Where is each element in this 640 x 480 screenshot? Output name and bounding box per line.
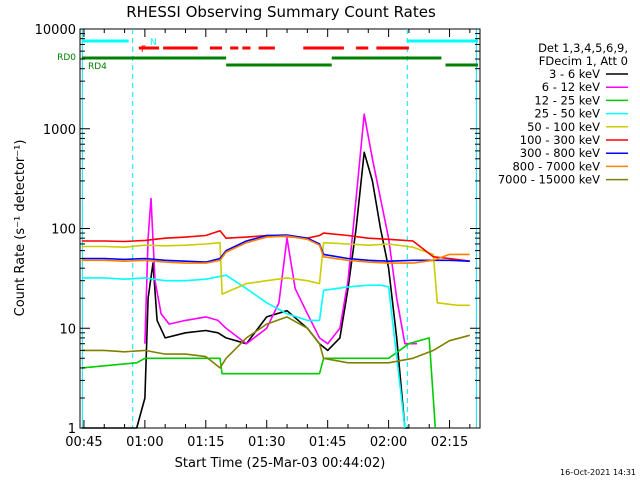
y-tick-label: 100: [51, 223, 76, 238]
series-line-7: [81, 235, 470, 264]
x-axis-label: Start Time (25-Mar-03 00:44:02): [175, 456, 386, 471]
legend-label-1: 6 - 12 keV: [542, 80, 600, 94]
x-tick-label: 01:45: [309, 435, 346, 450]
legend-label-0: 3 - 6 keV: [549, 67, 600, 81]
state-label-rd4: RD4: [88, 62, 107, 72]
series-line-2: [81, 337, 437, 429]
series-line-4: [81, 241, 470, 307]
state-label-n: N: [150, 38, 157, 48]
y-tick-label: 10000: [35, 23, 76, 38]
x-tick-label: 02:00: [370, 435, 407, 450]
series-line-1: [144, 113, 417, 345]
legend-header-line-2: FDecim 1, Att 0: [539, 54, 628, 68]
x-tick-label: 01:30: [248, 435, 285, 450]
legend-label-7: 800 - 7000 keV: [512, 159, 600, 173]
state-label-rd0: RD0: [57, 53, 76, 63]
legend-label-5: 100 - 300 keV: [520, 133, 600, 147]
legend-label-3: 25 - 50 keV: [534, 107, 600, 121]
legend-label-8: 7000 - 15000 keV: [498, 173, 600, 187]
legend-label-4: 50 - 100 keV: [527, 120, 600, 134]
state-bars: NF RD0 RD4: [57, 38, 478, 72]
state-label-f: F: [141, 45, 146, 55]
x-tick-label: 01:00: [126, 435, 163, 450]
legend: Det 1,3,4,5,6,9, FDecim 1, Att 0 3 - 6 k…: [498, 41, 628, 187]
y-axis-label: Count Rate (s⁻¹ detector⁻¹): [13, 140, 28, 317]
series-layer: [81, 113, 471, 429]
legend-header-line-1: Det 1,3,4,5,6,9,: [538, 41, 628, 55]
x-tick-label: 00:45: [65, 435, 102, 450]
x-tick-label: 01:15: [187, 435, 224, 450]
series-line-3: [81, 274, 406, 429]
chart-title: RHESSI Observing Summary Count Rates: [126, 3, 436, 21]
timestamp: 16-Oct-2021 14:31: [560, 468, 636, 477]
x-tick-label: 02:15: [431, 435, 468, 450]
y-tick-label: 1: [68, 422, 76, 437]
series-line-8: [81, 316, 471, 369]
legend-label-2: 12 - 25 keV: [534, 93, 600, 107]
y-tick-label: 1000: [43, 123, 76, 138]
y-axis-ticks: 1 10 100 1000 10000: [35, 23, 480, 437]
legend-label-6: 300 - 800 keV: [520, 146, 600, 160]
y-tick-label: 10: [59, 322, 76, 337]
series-line-0: [81, 151, 409, 429]
x-axis-ticks: 00:45 01:00 01:15 01:30 01:45 02:00 02:15: [65, 29, 471, 450]
series-line-6: [81, 234, 470, 263]
